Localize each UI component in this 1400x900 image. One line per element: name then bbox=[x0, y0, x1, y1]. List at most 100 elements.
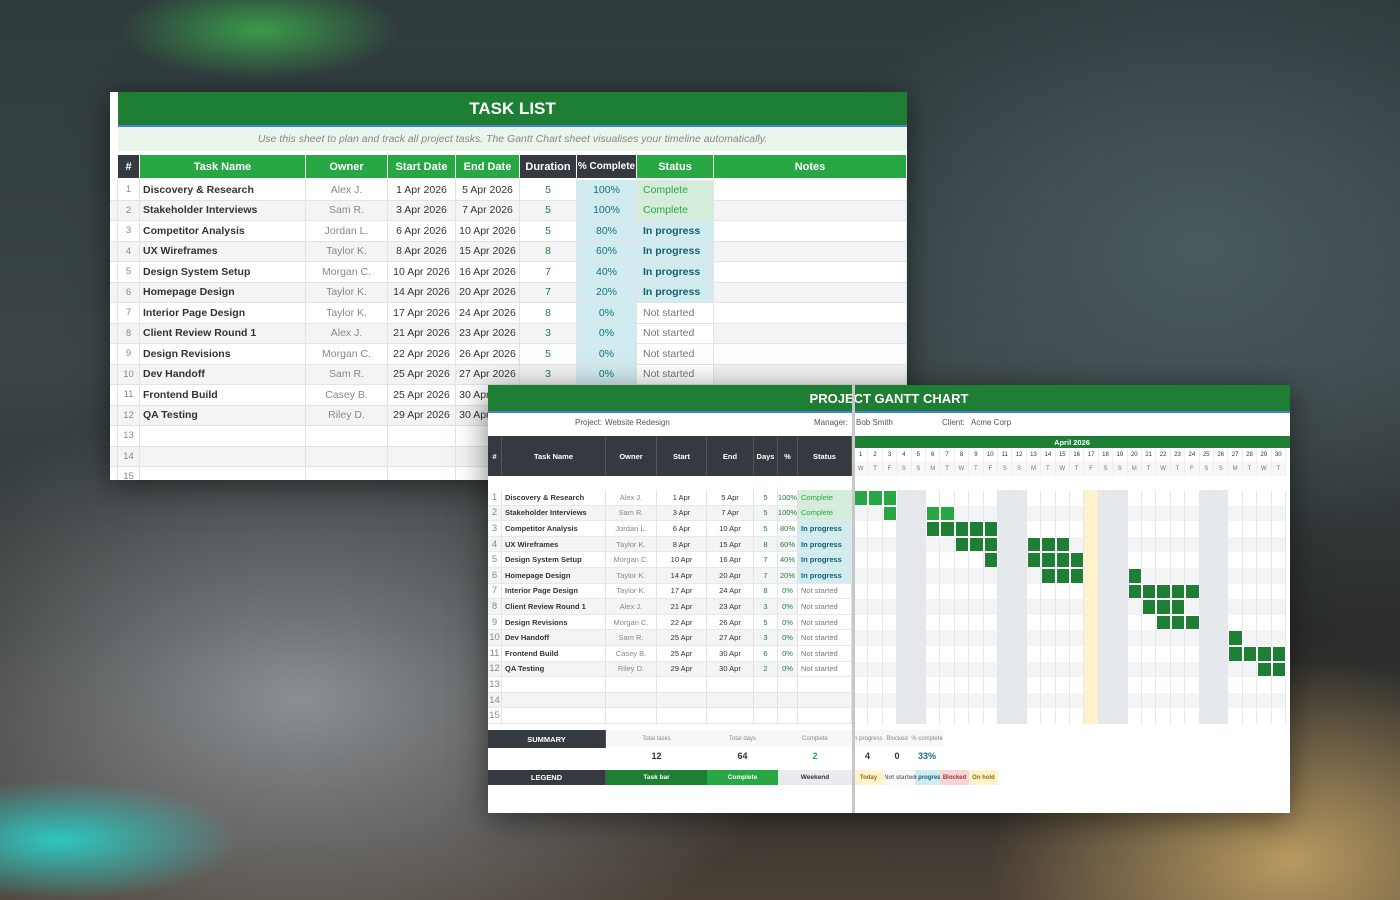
gantt-cell-end[interactable]: 30 Apr bbox=[707, 661, 754, 678]
gantt-bar-cell[interactable] bbox=[1170, 599, 1186, 615]
cell-task-name[interactable]: Client Review Round 1 bbox=[140, 323, 306, 344]
gantt-cell-number[interactable]: 15 bbox=[488, 708, 502, 724]
gantt-cell-start[interactable]: 29 Apr bbox=[657, 661, 707, 678]
cell-task-name[interactable]: Design System Setup bbox=[140, 262, 306, 283]
cell-notes[interactable] bbox=[714, 221, 907, 242]
gantt-bar-cell[interactable] bbox=[1242, 646, 1258, 662]
gantt-bar-cell[interactable] bbox=[954, 521, 970, 537]
gantt-bar-cell[interactable] bbox=[1228, 630, 1243, 646]
cell-number[interactable]: 10 bbox=[118, 364, 140, 385]
gantt-cell-task-name[interactable]: Client Review Round 1 bbox=[502, 599, 606, 615]
cell-start-date[interactable]: 14 Apr 2026 bbox=[388, 282, 456, 303]
cell-task-name[interactable]: UX Wireframes bbox=[140, 241, 306, 262]
gantt-cell-owner[interactable]: Riley D. bbox=[606, 661, 657, 678]
cell-end-date[interactable]: 23 Apr 2026 bbox=[456, 323, 520, 344]
cell-owner[interactable]: Taylor K. bbox=[306, 241, 388, 262]
gantt-bar-cell[interactable] bbox=[969, 536, 984, 553]
cell-percent-complete[interactable]: 40% bbox=[577, 262, 637, 283]
cell-owner[interactable] bbox=[306, 446, 388, 467]
cell-task-name[interactable]: Discovery & Research bbox=[140, 180, 306, 201]
gantt-bar-cell[interactable] bbox=[983, 521, 998, 537]
cell-percent-complete[interactable]: 100% bbox=[577, 200, 637, 221]
cell-status[interactable]: Complete bbox=[637, 200, 714, 221]
cell-status[interactable]: In progress bbox=[637, 241, 714, 262]
gantt-cell-status[interactable]: Not started bbox=[798, 630, 852, 646]
col-start-date-header[interactable]: Start Date bbox=[388, 155, 456, 178]
gantt-bar-cell[interactable] bbox=[1156, 614, 1171, 631]
gantt-bar-cell[interactable] bbox=[926, 521, 941, 537]
gantt-cell-percent[interactable] bbox=[778, 677, 798, 693]
gantt-cell-days[interactable]: 5 bbox=[754, 505, 778, 522]
cell-end-date[interactable]: 10 Apr 2026 bbox=[456, 221, 520, 242]
cell-percent-complete[interactable]: 0% bbox=[577, 364, 637, 385]
gantt-cell-owner[interactable] bbox=[606, 708, 657, 724]
gantt-col-start-header[interactable]: Start bbox=[657, 436, 707, 476]
cell-task-name[interactable]: Homepage Design bbox=[140, 282, 306, 303]
cell-owner[interactable]: Alex J. bbox=[306, 180, 388, 201]
cell-end-date[interactable]: 26 Apr 2026 bbox=[456, 344, 520, 365]
gantt-cell-start[interactable]: 25 Apr bbox=[657, 646, 707, 662]
cell-start-date[interactable]: 25 Apr 2026 bbox=[388, 385, 456, 406]
gantt-cell-end[interactable]: 10 Apr bbox=[707, 521, 754, 537]
cell-duration[interactable]: 8 bbox=[520, 241, 577, 262]
gantt-cell-percent[interactable] bbox=[778, 708, 798, 724]
cell-end-date[interactable]: 24 Apr 2026 bbox=[456, 303, 520, 324]
cell-owner[interactable] bbox=[306, 426, 388, 447]
gantt-cell-percent[interactable]: 0% bbox=[778, 661, 798, 678]
gantt-bar-cell[interactable] bbox=[1127, 583, 1142, 600]
col-number-header[interactable]: # bbox=[118, 155, 140, 178]
gantt-cell-end[interactable]: 7 Apr bbox=[707, 505, 754, 522]
cell-number[interactable]: 11 bbox=[118, 385, 140, 406]
cell-start-date[interactable]: 25 Apr 2026 bbox=[388, 364, 456, 385]
gantt-cell-days[interactable] bbox=[754, 692, 778, 709]
gantt-col-owner-header[interactable]: Owner bbox=[606, 436, 657, 476]
cell-start-date[interactable]: 1 Apr 2026 bbox=[388, 180, 456, 201]
cell-number[interactable]: 2 bbox=[118, 200, 140, 221]
cell-number[interactable]: 8 bbox=[118, 323, 140, 344]
gantt-cell-end[interactable] bbox=[707, 708, 754, 724]
cell-start-date[interactable]: 6 Apr 2026 bbox=[388, 221, 456, 242]
gantt-cell-owner[interactable]: Casey B. bbox=[606, 646, 657, 662]
cell-notes[interactable] bbox=[714, 262, 907, 283]
cell-owner[interactable]: Sam R. bbox=[306, 364, 388, 385]
gantt-cell-task-name[interactable]: Stakeholder Interviews bbox=[502, 505, 606, 522]
gantt-cell-task-name[interactable]: Dev Handoff bbox=[502, 630, 606, 646]
cell-start-date[interactable]: 29 Apr 2026 bbox=[388, 405, 456, 426]
gantt-cell-days[interactable]: 5 bbox=[754, 614, 778, 631]
cell-duration[interactable]: 8 bbox=[520, 303, 577, 324]
gantt-cell-end[interactable]: 23 Apr bbox=[707, 599, 754, 615]
gantt-cell-end[interactable]: 16 Apr bbox=[707, 552, 754, 568]
cell-notes[interactable] bbox=[714, 364, 907, 385]
cell-end-date[interactable]: 15 Apr 2026 bbox=[456, 241, 520, 262]
cell-task-name[interactable]: Design Revisions bbox=[140, 344, 306, 365]
cell-owner[interactable]: Morgan C. bbox=[306, 262, 388, 283]
gantt-cell-status[interactable]: Not started bbox=[798, 583, 852, 600]
gantt-bar-cell[interactable] bbox=[1142, 599, 1157, 615]
gantt-cell-percent[interactable] bbox=[778, 692, 798, 709]
cell-start-date[interactable] bbox=[388, 426, 456, 447]
gantt-cell-percent[interactable]: 60% bbox=[778, 536, 798, 553]
cell-percent-complete[interactable]: 80% bbox=[577, 221, 637, 242]
cell-number[interactable]: 15 bbox=[118, 467, 140, 480]
col-end-date-header[interactable]: End Date bbox=[456, 155, 520, 178]
gantt-col-number-header[interactable]: # bbox=[488, 436, 502, 476]
gantt-col-status-header[interactable]: Status bbox=[798, 436, 852, 476]
gantt-cell-start[interactable]: 25 Apr bbox=[657, 630, 707, 646]
col-owner-header[interactable]: Owner bbox=[306, 155, 388, 178]
gantt-cell-number[interactable]: 8 bbox=[488, 599, 502, 615]
gantt-bar-cell[interactable] bbox=[1257, 661, 1272, 678]
gantt-cell-days[interactable] bbox=[754, 708, 778, 724]
gantt-bar-cell[interactable] bbox=[926, 505, 941, 522]
gantt-cell-owner[interactable]: Sam R. bbox=[606, 505, 657, 522]
gantt-cell-task-name[interactable] bbox=[502, 708, 606, 724]
gantt-bar-cell[interactable] bbox=[1257, 646, 1272, 662]
gantt-col-task-name-header[interactable]: Task Name bbox=[502, 436, 606, 476]
gantt-cell-status[interactable]: Not started bbox=[798, 646, 852, 662]
col-status-header[interactable]: Status bbox=[637, 155, 714, 178]
gantt-cell-start[interactable]: 14 Apr bbox=[657, 568, 707, 584]
gantt-bar-cell[interactable] bbox=[868, 490, 883, 506]
cell-status[interactable]: Not started bbox=[637, 344, 714, 365]
gantt-bar-cell[interactable] bbox=[983, 536, 998, 553]
col-duration-header[interactable]: Duration bbox=[520, 155, 577, 178]
cell-owner[interactable]: Riley D. bbox=[306, 405, 388, 426]
